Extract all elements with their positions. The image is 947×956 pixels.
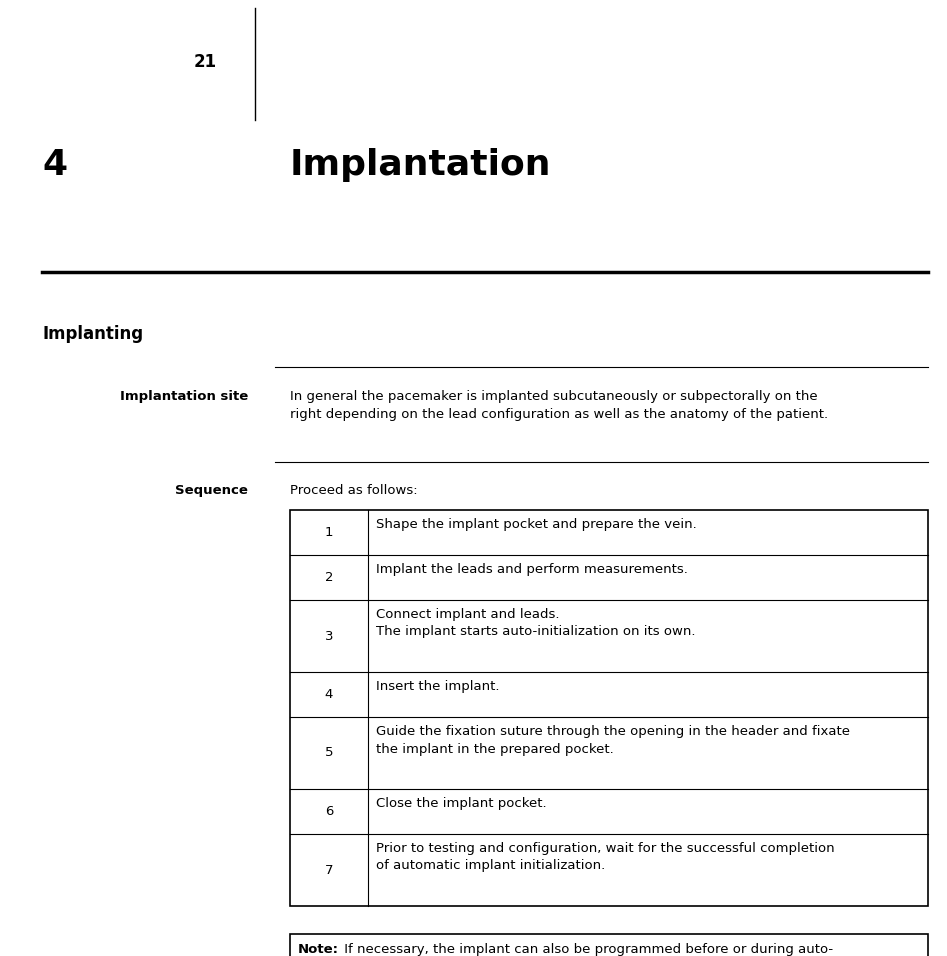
Text: 1: 1 xyxy=(325,526,333,539)
Text: Implant the leads and perform measurements.: Implant the leads and perform measuremen… xyxy=(376,563,688,576)
Text: Guide the fixation suture through the opening in the header and fixate
the impla: Guide the fixation suture through the op… xyxy=(376,725,850,755)
Text: 7: 7 xyxy=(325,863,333,877)
Text: Prior to testing and configuration, wait for the successful completion
of automa: Prior to testing and configuration, wait… xyxy=(376,842,834,873)
Text: Close the implant pocket.: Close the implant pocket. xyxy=(376,797,546,810)
Text: Implanting: Implanting xyxy=(42,325,143,343)
Bar xyxy=(290,934,928,956)
Text: Implantation: Implantation xyxy=(290,148,551,182)
Text: In general the pacemaker is implanted subcutaneously or subpectorally on the
rig: In general the pacemaker is implanted su… xyxy=(290,390,828,421)
Text: 2: 2 xyxy=(325,571,333,584)
Bar xyxy=(290,510,928,906)
Text: 3: 3 xyxy=(325,629,333,642)
Text: Implantation site: Implantation site xyxy=(119,390,248,403)
Text: Sequence: Sequence xyxy=(175,484,248,497)
Text: Note:: Note: xyxy=(298,943,339,956)
Text: 5: 5 xyxy=(325,747,333,759)
Text: 6: 6 xyxy=(325,805,333,818)
Text: Shape the implant pocket and prepare the vein.: Shape the implant pocket and prepare the… xyxy=(376,518,697,531)
Text: If necessary, the implant can also be programmed before or during auto-
initiali: If necessary, the implant can also be pr… xyxy=(340,943,833,956)
Text: 4: 4 xyxy=(42,148,67,182)
Text: 21: 21 xyxy=(193,53,217,71)
Text: Connect implant and leads.
The implant starts auto-initialization on its own.: Connect implant and leads. The implant s… xyxy=(376,608,695,639)
Text: 4: 4 xyxy=(325,688,333,701)
Text: Proceed as follows:: Proceed as follows: xyxy=(290,484,418,497)
Text: Insert the implant.: Insert the implant. xyxy=(376,680,499,693)
